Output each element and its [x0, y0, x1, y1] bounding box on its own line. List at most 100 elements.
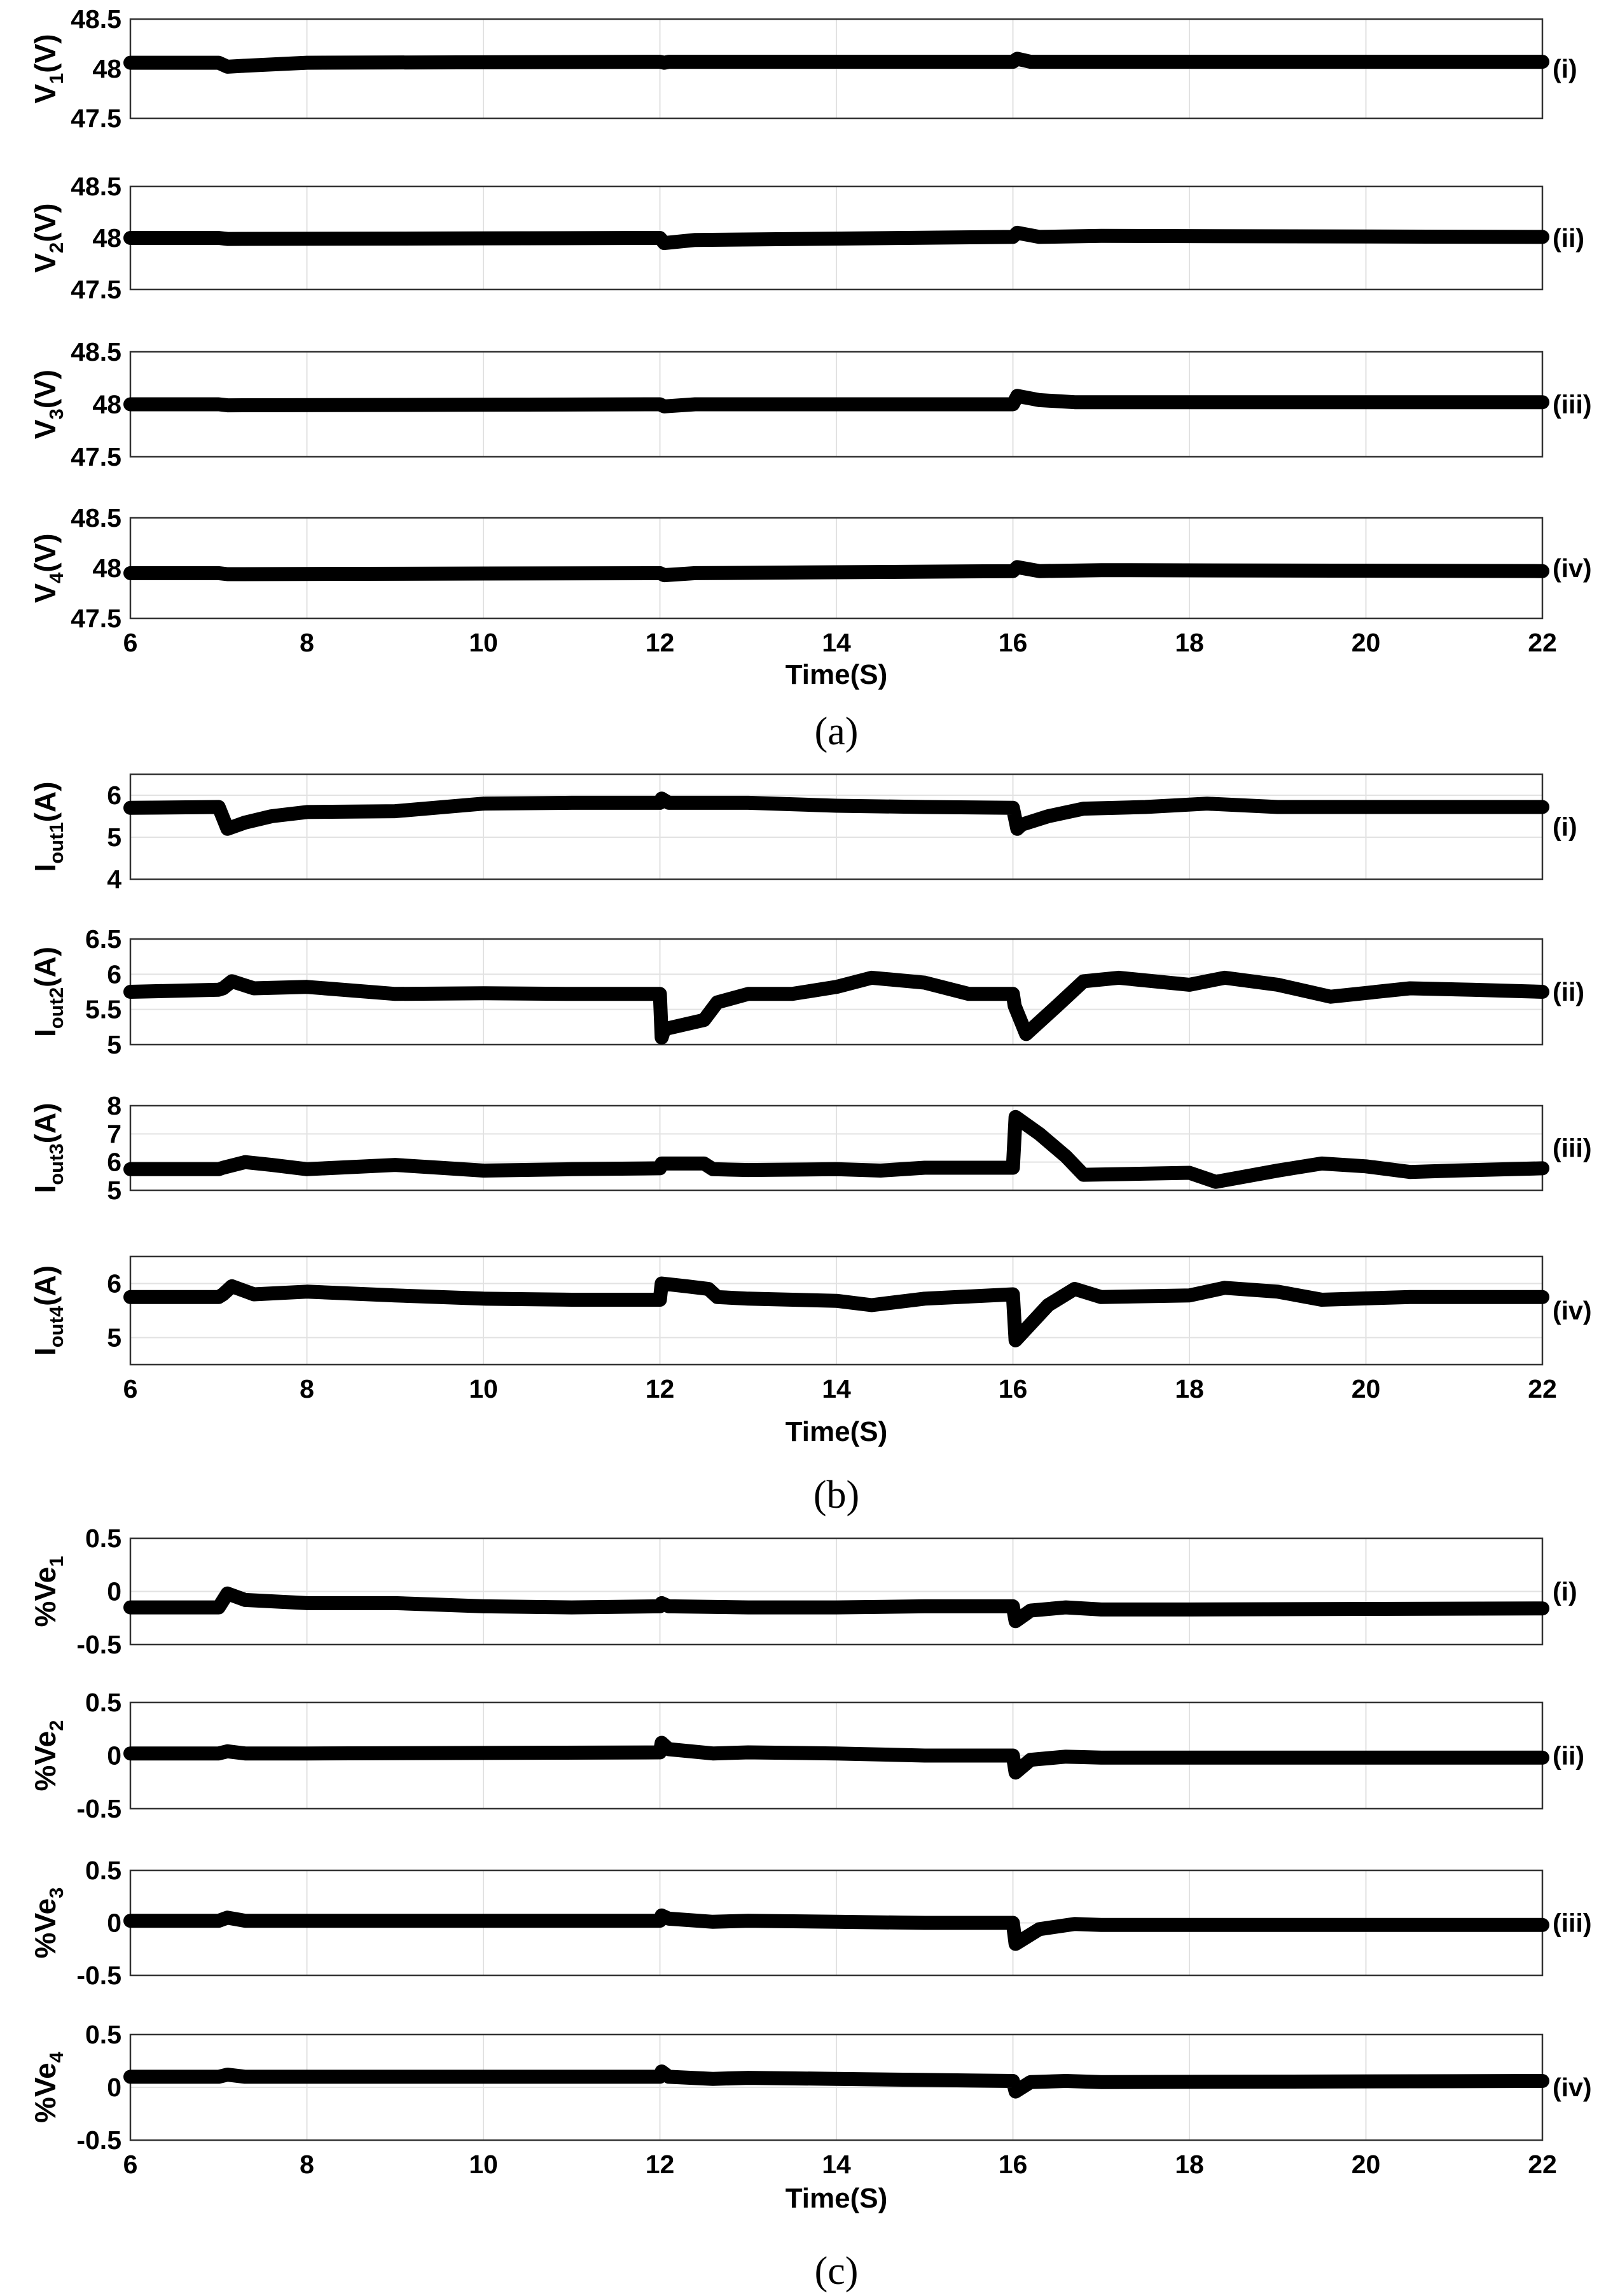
y-tick-label: 6	[107, 1148, 121, 1177]
x-tick-label: 16	[999, 1374, 1028, 1403]
y-tick-label: 47.5	[71, 442, 121, 471]
subplot-c-1: -0.5 0 0.5 %Ve1 (i)	[29, 1524, 1577, 1659]
x-tick-label: 14	[822, 2150, 851, 2179]
x-tick-label: 16	[999, 2150, 1028, 2179]
subplot-tag: (ii)	[1553, 223, 1584, 253]
y-tick-label: -0.5	[76, 1794, 121, 1823]
y-tick-label: 48.5	[71, 172, 121, 201]
subplot-b-2: 5 5.5 6 6.5 Iout2(A) (ii)	[29, 924, 1584, 1059]
y-tick-label: 5	[107, 1030, 121, 1059]
y-tick-label: 0	[107, 1577, 121, 1606]
y-axis-label: Iout2(A)	[29, 947, 67, 1037]
subplot-c-2: -0.5 0 0.5 %Ve2 (ii)	[29, 1688, 1584, 1823]
series-line	[123, 1908, 1549, 1951]
y-tick-label: 6	[107, 781, 121, 810]
y-tick-label: 48	[92, 390, 121, 419]
y-axis-label: Iout1(A)	[29, 781, 67, 872]
chart-panel-c: -0.5 0 0.5 %Ve1 (i) -0.5 0 0.5 %Ve2 (ii) -0.5 0 0.5%…	[29, 1524, 1592, 2293]
x-tick-label: 18	[1175, 628, 1204, 657]
y-axis-label: Iout4(A)	[29, 1265, 67, 1356]
x-tick-label: 14	[822, 628, 851, 657]
x-tick-label: 16	[999, 628, 1028, 657]
x-tick-label: 10	[469, 628, 498, 657]
plot-frame	[129, 773, 1544, 880]
chart-panel-b: 456Iout1(A)(i)55.566.5Iout2(A)(ii)5678Io…	[29, 773, 1592, 1517]
y-tick-label: 0	[107, 1741, 121, 1771]
series-line	[123, 2064, 1549, 2099]
x-tick-label: 12	[646, 1374, 675, 1403]
y-tick-label: 8	[107, 1091, 121, 1120]
y-axis-label: %Ve3	[29, 1888, 67, 1959]
series-line	[123, 52, 1549, 74]
y-tick-label: 0.5	[85, 1856, 121, 1885]
x-tick-label: 6	[123, 1374, 138, 1403]
subplot-c-4: -0.5 0 0.5 %Ve4 (iv) 6 8 10 12 14 16 18 20 22	[29, 2020, 1592, 2179]
panel-caption: (a)	[815, 710, 859, 753]
subplot-tag: (iv)	[1553, 2073, 1592, 2102]
subplot-tag: (iii)	[1553, 390, 1591, 419]
subplot-b-1: 4 5 6 Iout1(A) (i)	[29, 773, 1577, 894]
series-line	[123, 389, 1549, 414]
x-axis-label: Time(S)	[786, 659, 888, 690]
y-tick-label: -0.5	[76, 2126, 121, 2155]
x-tick-label: 20	[1352, 2150, 1381, 2179]
x-tick-label: 20	[1352, 628, 1381, 657]
x-tick-label: 6	[123, 2150, 138, 2179]
subplot-tag: (ii)	[1553, 977, 1584, 1006]
x-tick-label: 8	[300, 628, 314, 657]
y-tick-label: 0.5	[85, 1688, 121, 1717]
y-tick-label: -0.5	[76, 1961, 121, 1990]
plot-frame	[129, 1537, 1544, 1646]
y-tick-label: 6	[107, 1269, 121, 1298]
subplot-tag: (i)	[1553, 1577, 1577, 1606]
series-line	[123, 791, 1549, 836]
x-tick-label: 10	[469, 1374, 498, 1403]
subplot-tag: (iii)	[1553, 1909, 1591, 1938]
series-line	[123, 1736, 1549, 1780]
subplot-a-3: 47.5 48 48.5V3(V) (iii)	[29, 337, 1591, 471]
y-tick-label: 0	[107, 1909, 121, 1938]
x-tick-label: 10	[469, 2150, 498, 2179]
y-tick-label: 0.5	[85, 2020, 121, 2049]
y-tick-label: 47.5	[71, 275, 121, 304]
x-tick-label: 22	[1528, 2150, 1557, 2179]
y-tick-label: 5	[107, 1176, 121, 1205]
x-tick-label: 12	[646, 628, 675, 657]
series-line	[123, 1276, 1549, 1347]
series-line	[123, 560, 1549, 583]
x-tick-label: 14	[822, 1374, 851, 1403]
subplot-a-2: 47.5 48 48.5V2(V) (ii)	[29, 172, 1584, 304]
y-tick-label: 5	[107, 823, 121, 852]
plot-frame	[129, 1255, 1544, 1366]
x-tick-label: 6	[123, 628, 138, 657]
y-tick-label: 0.5	[85, 1524, 121, 1553]
series-line	[123, 225, 1549, 251]
x-axis-label: Time(S)	[786, 1416, 888, 1447]
series-line	[123, 970, 1549, 1045]
x-tick-label: 8	[300, 1374, 314, 1403]
y-tick-label: 0	[107, 2073, 121, 2102]
y-tick-label: 48	[92, 223, 121, 253]
subplot-c-3: -0.5 0 0.5 %Ve3 (iii)	[29, 1856, 1591, 1990]
subplot-tag: (i)	[1553, 812, 1577, 842]
y-axis-label: %Ve1	[29, 1556, 67, 1627]
y-tick-label: 48.5	[71, 337, 121, 366]
x-tick-label: 8	[300, 2150, 314, 2179]
subplot-tag: (iv)	[1553, 553, 1592, 583]
y-tick-label: 6	[107, 959, 121, 989]
subplot-tag: (i)	[1553, 54, 1577, 83]
x-tick-label: 22	[1528, 1374, 1557, 1403]
subplot-tag: (ii)	[1553, 1741, 1584, 1771]
subplot-tag: (iii)	[1553, 1134, 1591, 1163]
y-tick-label: -0.5	[76, 1630, 121, 1659]
y-axis-label: V3(V)	[29, 370, 67, 439]
y-tick-label: 47.5	[71, 104, 121, 133]
x-tick-label: 12	[646, 2150, 675, 2179]
series-line	[123, 1586, 1549, 1629]
y-tick-label: 48	[92, 553, 121, 583]
y-axis-label: %Ve4	[29, 2051, 67, 2123]
